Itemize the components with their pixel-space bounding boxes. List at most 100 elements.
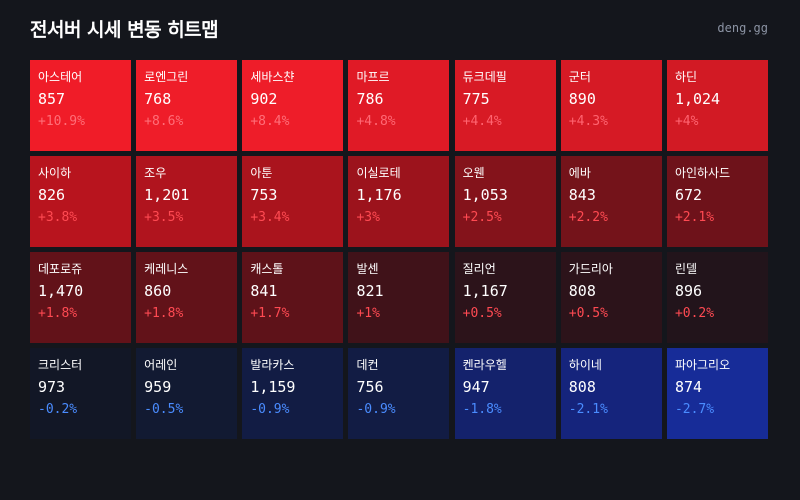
server-tile[interactable]: 조우 1,201 +3.5%: [136, 156, 238, 247]
server-price: 1,201: [144, 186, 190, 204]
server-change: -0.9%: [250, 402, 290, 417]
server-tile[interactable]: 군터 890 +4.3%: [560, 60, 662, 151]
server-name: 사이하: [38, 166, 72, 180]
server-tile[interactable]: 질리언 1,167 +0.5%: [454, 252, 556, 343]
server-name: 린델: [674, 262, 698, 276]
server-change: -2.7%: [674, 402, 715, 417]
server-tile[interactable]: 에바 843 +2.2%: [560, 156, 662, 247]
server-tile[interactable]: 데컨 756 -0.9%: [348, 348, 450, 439]
server-change: +4.3%: [568, 114, 608, 129]
server-price: 808: [568, 378, 596, 396]
server-price: 902: [250, 90, 278, 108]
server-change: +2.5%: [462, 210, 502, 225]
server-change: +2.2%: [568, 210, 608, 225]
server-tile[interactable]: 발센 821 +1%: [348, 252, 450, 343]
server-tile[interactable]: 캐스톨 841 +1.7%: [242, 252, 344, 343]
server-change: +1.8%: [144, 306, 184, 321]
server-price: 1,470: [38, 282, 84, 300]
server-change: +3%: [356, 210, 380, 225]
server-change: +0.2%: [674, 306, 715, 321]
server-change: +8.4%: [250, 114, 290, 129]
server-tile[interactable]: 세바스챤 902 +8.4%: [242, 60, 344, 151]
page-title: 전서버 시세 변동 히트맵: [30, 18, 219, 41]
server-tile[interactable]: 가드리아 808 +0.5%: [560, 252, 662, 343]
server-price: 1,167: [462, 282, 508, 300]
server-tile[interactable]: 하이네 808 -2.1%: [560, 348, 662, 439]
server-tile[interactable]: 이실로테 1,176 +3%: [348, 156, 450, 247]
server-tile[interactable]: 케레니스 860 +1.8%: [136, 252, 238, 343]
server-change: -2.1%: [568, 402, 608, 417]
server-tile[interactable]: 린델 896 +0.2%: [666, 252, 768, 343]
server-price: 775: [462, 90, 490, 108]
server-tile[interactable]: 파아그리오 874 -2.7%: [666, 348, 768, 439]
server-change: +3.8%: [38, 210, 78, 225]
server-change: +1.7%: [250, 306, 290, 321]
server-name: 오웬: [462, 166, 485, 180]
server-price: 973: [38, 378, 66, 396]
server-name: 듀크데필: [462, 70, 507, 84]
server-change: +8.6%: [144, 114, 184, 129]
server-change: +10.9%: [38, 114, 85, 129]
server-tile[interactable]: 듀크데필 775 +4.4%: [454, 60, 556, 151]
server-name: 로엔그린: [144, 70, 189, 84]
server-name: 아스테어: [38, 70, 83, 84]
server-change: -0.9%: [356, 402, 396, 417]
server-change: +1.8%: [38, 306, 78, 321]
server-name: 데포로쥬: [38, 262, 83, 276]
server-name: 조우: [144, 166, 167, 180]
server-tile[interactable]: 아인하사드 672 +2.1%: [666, 156, 768, 247]
server-tile[interactable]: 아툰 753 +3.4%: [242, 156, 344, 247]
server-tile[interactable]: 로엔그린 768 +8.6%: [136, 60, 238, 151]
server-tile[interactable]: 발라카스 1,159 -0.9%: [242, 348, 344, 439]
server-tile[interactable]: 아스테어 857 +10.9%: [30, 60, 131, 151]
server-name: 캐스톨: [250, 262, 284, 276]
server-name: 크리스터: [38, 358, 83, 372]
server-tile[interactable]: 오웬 1,053 +2.5%: [454, 156, 556, 247]
server-name: 아툰: [250, 166, 273, 180]
server-price: 826: [38, 186, 66, 204]
server-change: +4.4%: [462, 114, 502, 129]
server-name: 마프르: [356, 70, 390, 84]
server-price: 843: [568, 186, 596, 204]
server-price: 947: [462, 378, 490, 396]
server-tile[interactable]: 크리스터 973 -0.2%: [30, 348, 131, 439]
server-price: 756: [356, 378, 384, 396]
server-name: 질리언: [462, 262, 496, 276]
server-change: +0.5%: [462, 306, 502, 321]
server-price: 860: [144, 282, 172, 300]
server-name: 파아그리오: [674, 358, 731, 372]
server-name: 가드리아: [568, 262, 613, 276]
server-change: +1%: [356, 306, 380, 321]
server-tile[interactable]: 켄라우헬 947 -1.8%: [454, 348, 556, 439]
server-price: 959: [144, 378, 172, 396]
server-price: 808: [568, 282, 596, 300]
server-name: 데컨: [356, 358, 379, 372]
server-tile[interactable]: 하딘 1,024 +4%: [666, 60, 768, 151]
server-name: 하딘: [674, 70, 698, 84]
server-name: 발라카스: [250, 358, 295, 372]
server-change: +2.1%: [674, 210, 715, 225]
server-change: -0.2%: [38, 402, 78, 417]
server-price: 1,176: [356, 186, 402, 204]
server-name: 하이네: [568, 358, 602, 372]
server-tile[interactable]: 어레인 959 -0.5%: [136, 348, 238, 439]
server-change: -0.5%: [144, 402, 184, 417]
server-price: 768: [144, 90, 172, 108]
source-label[interactable]: deng.gg: [717, 21, 768, 35]
server-change: +0.5%: [568, 306, 608, 321]
heatmap-grid: 아스테어 857 +10.9% 로엔그린 768 +8.6% 세바스챤 902 +8.4% 마프르…: [30, 60, 768, 439]
server-tile[interactable]: 데포로쥬 1,470 +1.8%: [30, 252, 131, 343]
server-price: 841: [250, 282, 278, 300]
server-price: 1,024: [674, 90, 721, 108]
server-name: 세바스챤: [250, 70, 295, 84]
server-price: 896: [674, 282, 703, 300]
server-tile[interactable]: 마프르 786 +4.8%: [348, 60, 450, 151]
server-price: 786: [356, 90, 384, 108]
server-change: +4%: [674, 114, 699, 129]
server-price: 874: [674, 378, 703, 396]
server-name: 어레인: [144, 358, 178, 372]
server-change: +3.5%: [144, 210, 184, 225]
server-price: 857: [38, 90, 66, 108]
server-tile[interactable]: 사이하 826 +3.8%: [30, 156, 131, 247]
server-price: 890: [568, 90, 596, 108]
